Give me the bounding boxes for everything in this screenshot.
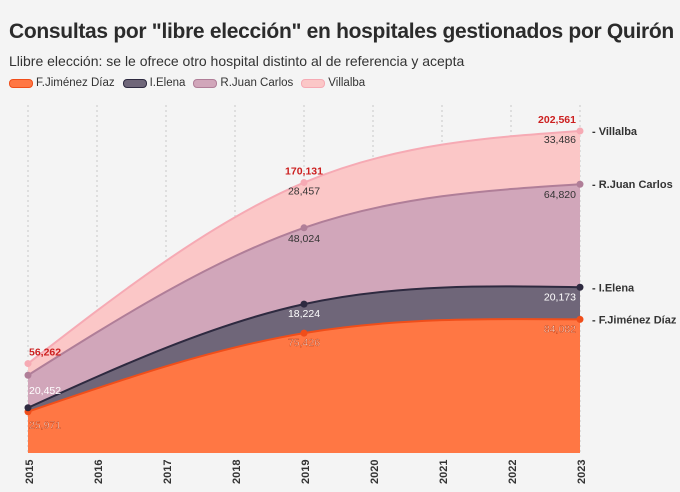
legend-label: Villalba <box>328 77 366 89</box>
total-label: 202,561 <box>538 114 576 126</box>
point-ielena <box>300 300 308 308</box>
legend-label: I.Elena <box>149 77 186 89</box>
data-label: 25,971 <box>29 420 61 432</box>
data-label: 28,457 <box>288 186 320 198</box>
legend: F.Jiménez Díaz I.Elena R.Juan Carlos Villal… <box>9 77 365 89</box>
data-label: 20,173 <box>544 291 576 303</box>
legend-item: Villalba <box>301 77 365 89</box>
x-tick-label: 2015 <box>24 460 36 484</box>
point-fjd <box>576 315 584 323</box>
chart-subtitle: Llibre elección: se le ofrece otro hospi… <box>9 53 465 69</box>
legend-swatch <box>301 78 326 88</box>
point-ielena <box>24 404 32 412</box>
legend-item: F.Jiménez Díaz <box>9 77 115 89</box>
x-tick-label: 2018 <box>231 460 243 484</box>
data-label: 20,452 <box>29 385 61 397</box>
point-villalba <box>576 127 584 135</box>
legend-label: R.Juan Carlos <box>220 77 294 89</box>
series-end-label: - F.Jiménez Díaz <box>592 314 677 326</box>
series-end-label: - R.Juan Carlos <box>592 179 673 191</box>
point-rjc <box>300 224 308 232</box>
data-label: 33,486 <box>544 134 576 146</box>
series-end-label: - Villalba <box>592 126 638 138</box>
legend-label: F.Jiménez Díaz <box>36 77 115 89</box>
data-label: 18,224 <box>288 308 320 320</box>
total-label: 170,131 <box>285 166 323 178</box>
data-label: 75,426 <box>288 337 320 349</box>
point-fjd <box>300 329 308 337</box>
point-rjc <box>24 371 32 379</box>
legend-item: I.Elena <box>122 77 186 89</box>
point-villalba <box>300 179 308 187</box>
legend-item: R.Juan Carlos <box>193 77 293 89</box>
total-label: 56,262 <box>29 347 61 359</box>
x-tick-label: 2017 <box>162 460 174 484</box>
data-label: 64,820 <box>544 189 576 201</box>
x-tick-label: 2022 <box>507 460 519 484</box>
series-end-label: - I.Elena <box>592 282 635 294</box>
legend-swatch <box>122 78 147 88</box>
x-tick-label: 2016 <box>93 460 105 484</box>
legend-swatch <box>193 78 218 88</box>
x-tick-label: 2021 <box>438 460 450 484</box>
area-fjd <box>28 318 580 453</box>
point-ielena <box>576 283 584 291</box>
data-label: 48,024 <box>288 233 320 245</box>
point-rjc <box>576 180 584 188</box>
point-villalba <box>24 360 32 368</box>
chart-title: Consultas por "libre elección" en hospit… <box>9 20 674 43</box>
data-label: 84,082 <box>544 323 576 335</box>
x-tick-label: 2023 <box>576 460 588 484</box>
x-tick-label: 2020 <box>369 460 381 484</box>
x-tick-label: 2019 <box>300 460 312 484</box>
legend-swatch <box>9 78 33 88</box>
